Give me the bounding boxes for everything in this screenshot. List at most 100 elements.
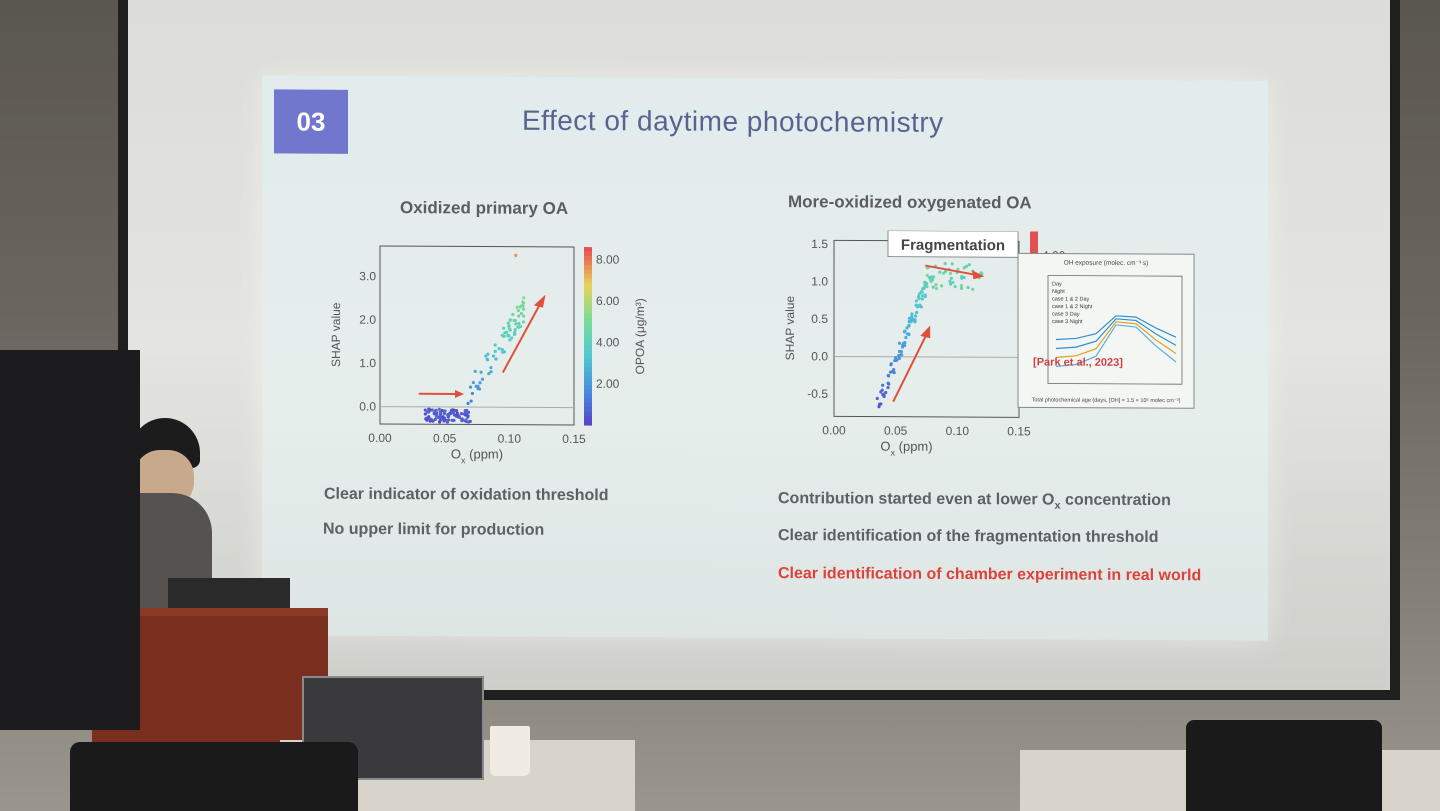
x-tick-label: 0.05 [433,431,457,445]
data-point [518,305,522,309]
right-bullet-2: Clear identification of the fragmentatio… [778,527,1159,547]
data-point [516,308,520,313]
data-point [938,270,942,274]
inset-legend-item: case 1 & 2 Night [1052,304,1093,310]
data-point [881,383,885,387]
data-point [877,402,882,406]
data-point [455,411,459,415]
data-point [437,407,441,411]
chair-back-right [1186,720,1382,811]
data-point [915,310,919,315]
data-point [899,350,904,354]
data-point [493,343,497,347]
data-point [450,418,454,422]
y-tick-label: 1.0 [811,274,828,288]
data-point [948,271,953,275]
x-tick-label: 0.15 [562,432,586,446]
data-point [893,358,897,363]
data-point [478,381,482,385]
data-point [479,370,483,374]
colorbar-segment [584,260,592,266]
left-panel-heading: Oxidized primary OA [400,198,569,218]
colorbar-segment [584,255,592,261]
colorbar-segment [584,278,592,284]
data-point [474,384,478,388]
data-point [941,271,946,275]
data-point [451,408,455,412]
y-tick-label: 2.0 [359,313,376,327]
colorbar-segment [584,376,592,382]
fragmentation-label-box [887,230,1019,258]
data-point [923,293,927,297]
data-point [515,305,519,309]
colorbar-top [1030,231,1038,254]
data-point [491,354,496,358]
colorbar-segment [584,358,592,364]
colorbar-segment [584,385,592,390]
y-axis-label: SHAP value [783,296,797,361]
data-point [916,295,921,299]
data-point [465,410,469,414]
data-point [925,284,929,289]
data-point [949,282,953,286]
data-point [887,374,891,378]
data-point [466,401,470,406]
data-point [951,280,955,285]
inset-top-label: OH exposure (molec. cm⁻³ s) [1064,260,1149,267]
colorbar-segment [584,304,592,310]
colorbar-segment [584,322,592,328]
data-point [875,396,879,401]
data-point [920,297,924,301]
data-point [899,353,904,357]
y-tick-label: 1.0 [359,356,376,370]
equipment-rack [0,350,140,730]
data-point [469,399,473,403]
data-point [931,285,935,289]
x-axis-label: Ox (ppm) [451,446,503,465]
data-point [502,334,506,338]
data-point [959,286,963,290]
data-point [519,324,523,328]
data-point [897,356,901,361]
right-shap-scatter-chart: 0.00 0.05 0.10 0.15 -0.5 0.0 0.5 1.0 1.5 Ox (ppm)… [783,230,1195,458]
right-bullet-1: Contribution started even at lower Ox co… [778,490,1171,512]
data-point [468,419,472,423]
data-point [439,415,443,419]
colorbar-segment [584,309,592,315]
data-point [521,307,526,311]
data-point [943,261,947,266]
inset-citation: [Park et al., 2023] [1033,356,1123,368]
colorbar-tick-label: 4.00 [596,335,620,349]
data-point [920,290,924,294]
data-point [423,412,427,416]
data-point [429,417,433,421]
colorbar-segment [584,331,592,337]
data-point [486,352,490,356]
zero-line [380,406,574,409]
data-point [489,370,493,374]
data-point [880,388,884,392]
inset-series-line [1055,321,1177,359]
inset-legend-item: case 3 Night [1052,319,1083,325]
data-point [423,408,427,412]
right-bullet-1-text: Contribution started even at lower O [778,490,1055,509]
data-point [494,357,498,361]
data-point [886,381,890,385]
colorbar-segment [584,362,592,368]
data-point [501,350,505,354]
y-tick-label: -0.5 [807,387,828,401]
data-point [493,349,497,353]
colorbar-segment [584,318,592,324]
data-point [512,318,516,323]
data-point [940,284,944,288]
data-point [894,356,898,360]
trend-arrowhead [533,294,546,308]
inset-legend-item: case 1 & 2 Day [1052,297,1090,303]
fragmentation-arrow [925,264,977,276]
inset-legend-item: Night [1052,289,1065,295]
data-point [934,286,939,291]
inset-series-line [1055,318,1177,350]
data-point [503,331,507,335]
data-point [457,415,462,420]
inset-series-line [1055,315,1177,341]
